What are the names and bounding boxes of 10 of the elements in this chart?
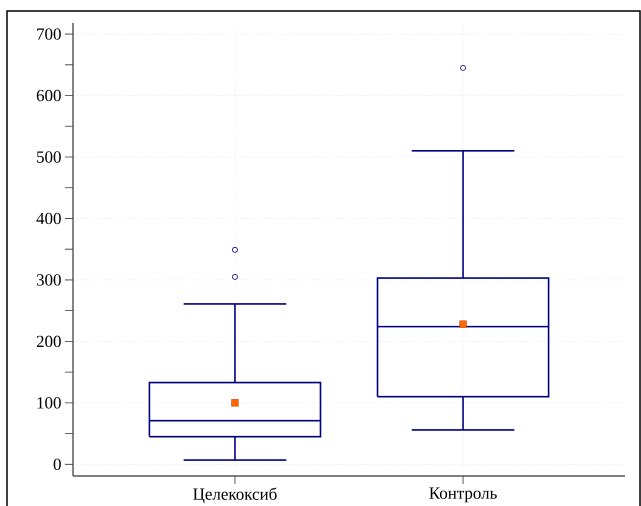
x-tick-label: Контроль xyxy=(429,488,497,502)
y-tick-label: 700 xyxy=(37,28,61,40)
y-tick-label: 100 xyxy=(38,397,61,409)
x-tick-label: Целекоксиб xyxy=(193,488,277,504)
y-tick-label: 500 xyxy=(37,151,61,163)
y-tick-label: 300 xyxy=(36,274,61,286)
y-tick-label: 400 xyxy=(36,212,61,224)
y-tick-label: 200 xyxy=(36,336,61,348)
y-tick-label: 600 xyxy=(36,90,61,102)
y-tick-label: 0 xyxy=(54,458,61,470)
